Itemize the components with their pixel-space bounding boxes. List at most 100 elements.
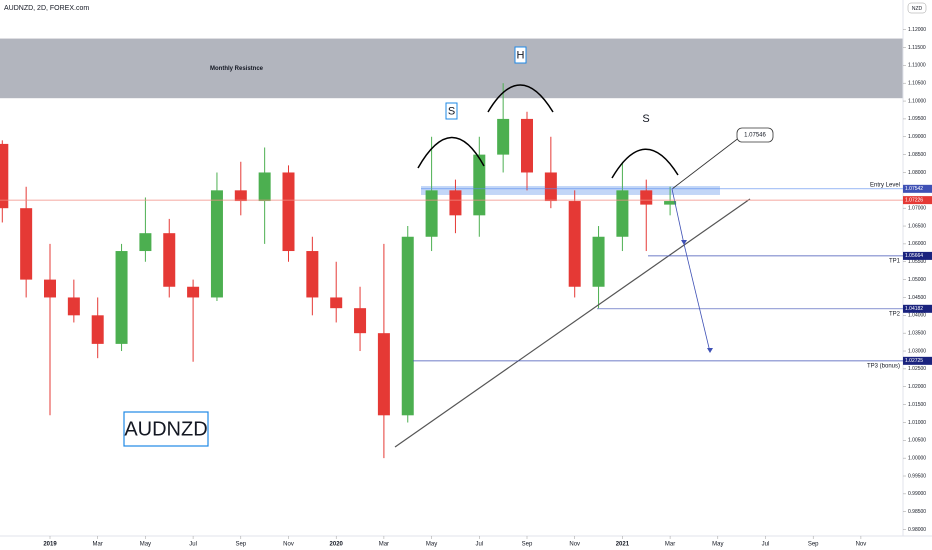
x-tick-label: Nov — [283, 542, 294, 548]
candle-body — [544, 172, 557, 202]
y-tick-label: 1.00000 — [908, 455, 926, 461]
candle-body — [115, 251, 128, 344]
candles — [0, 83, 677, 459]
y-tick-label: 1.06500 — [908, 223, 926, 229]
y-tick-label: 1.08500 — [908, 152, 926, 158]
projection-arrow — [683, 243, 711, 353]
level-name: Entry Level — [870, 182, 900, 188]
candle-body — [306, 251, 319, 298]
currency: NZD — [912, 6, 923, 12]
callout-line — [671, 136, 741, 190]
candle-body — [664, 201, 677, 205]
candle-body — [67, 297, 80, 316]
y-tick-label: 1.10000 — [908, 98, 926, 104]
zones: Monthly Resistnce — [0, 38, 903, 195]
level-price-box — [903, 304, 932, 313]
y-tick-label: 0.99500 — [908, 473, 926, 479]
candle-body — [20, 208, 33, 280]
y-tick-label: 1.09000 — [908, 134, 926, 140]
y-tick-label: 1.09500 — [908, 116, 926, 122]
pattern-label: S — [642, 113, 649, 125]
level-price: 1.02725 — [905, 358, 923, 364]
chart-title: AUDNZD, 2D, FOREX.com — [4, 5, 89, 12]
candle-body — [91, 315, 104, 344]
level-price: 1.07542 — [905, 186, 923, 192]
y-tick-label: 1.10500 — [908, 81, 926, 87]
arrow-head — [707, 348, 713, 353]
candle-body — [497, 118, 510, 155]
x-tick-label: 2019 — [43, 542, 57, 548]
candle-body — [401, 236, 414, 416]
candle-body — [234, 190, 247, 202]
y-tick-label: 1.06000 — [908, 241, 926, 247]
x-tick-label: May — [140, 542, 151, 548]
levels: 1.07542 Entry Level 1.07226 1.05664 TP1 1.041… — [0, 182, 932, 369]
y-tick-label: 1.02000 — [908, 384, 926, 390]
y-tick-label: 1.12000 — [908, 27, 926, 33]
candle-body — [640, 190, 653, 205]
x-tick-label: Mar — [665, 542, 675, 548]
y-tick-label: 1.01500 — [908, 402, 926, 408]
candle-body — [282, 172, 295, 252]
pattern-box — [514, 46, 527, 64]
pattern-box — [445, 102, 458, 120]
callout: 1.07546 — [744, 133, 766, 139]
level-price-box — [903, 196, 932, 205]
callout-box — [736, 127, 774, 143]
arrow-head — [681, 240, 687, 245]
level-price-box — [903, 251, 932, 260]
x-tick-label: Jul — [189, 542, 197, 548]
watermark: AUDNZD — [124, 418, 207, 440]
x-tick-label: May — [426, 542, 437, 548]
shoulder-arc — [417, 136, 485, 169]
x-tick-label: Jul — [762, 542, 770, 548]
x-tick-label: May — [712, 542, 723, 548]
y-tick-label: 1.05000 — [908, 277, 926, 283]
x-tick-label: Mar — [379, 542, 389, 548]
candle-body — [210, 190, 223, 298]
y-tick-label: 1.08000 — [908, 170, 926, 176]
x-tick-label: Sep — [235, 542, 246, 548]
candle-body — [449, 190, 462, 216]
y-tick-label: 1.02500 — [908, 366, 926, 372]
zone-label: Monthly Resistnce — [210, 66, 264, 72]
candle-body — [44, 279, 56, 298]
y-tick-label: 1.11000 — [908, 63, 926, 69]
level-name: TP1 — [889, 258, 901, 264]
pattern-label: S — [448, 105, 455, 117]
candle-body — [163, 233, 176, 287]
y-tick-label: 1.04500 — [908, 295, 926, 301]
y-tick-label: 0.98500 — [908, 509, 926, 515]
y-tick-label: 1.01000 — [908, 420, 926, 426]
candle-body — [592, 236, 605, 287]
candle-body — [187, 286, 200, 298]
projection-arrow — [671, 188, 685, 245]
level-price: 1.05664 — [905, 253, 923, 259]
y-tick-label: 1.11500 — [908, 45, 926, 51]
level-price: 1.07226 — [905, 197, 923, 203]
x-tick-label: Sep — [522, 542, 533, 548]
candle-body — [139, 233, 152, 252]
entry-zone — [421, 186, 720, 195]
candle-body — [568, 201, 581, 287]
y-tick-label: 1.07000 — [908, 206, 926, 212]
y-tick-label: 1.05500 — [908, 259, 926, 265]
axes: 0.98000 0.98500 0.99000 0.99500 1.00000 1.005… — [43, 27, 926, 548]
candle-body — [425, 190, 438, 237]
x-tick-label: Sep — [808, 542, 819, 548]
y-tick-label: 1.03000 — [908, 348, 926, 354]
x-tick-label: Nov — [569, 542, 580, 548]
level-name: TP2 — [889, 311, 901, 317]
candle-body — [616, 190, 629, 237]
pattern-label: H — [517, 49, 525, 61]
watermark-box — [123, 411, 209, 447]
y-tick-label: 1.04000 — [908, 313, 926, 319]
y-tick-label: 0.99000 — [908, 491, 926, 497]
candle-body — [354, 308, 367, 334]
x-tick-label: Nov — [856, 542, 867, 548]
candle-body — [377, 333, 390, 416]
candle-body — [330, 297, 343, 309]
x-tick-label: 2021 — [616, 542, 630, 548]
y-tick-label: 0.98000 — [908, 527, 926, 533]
